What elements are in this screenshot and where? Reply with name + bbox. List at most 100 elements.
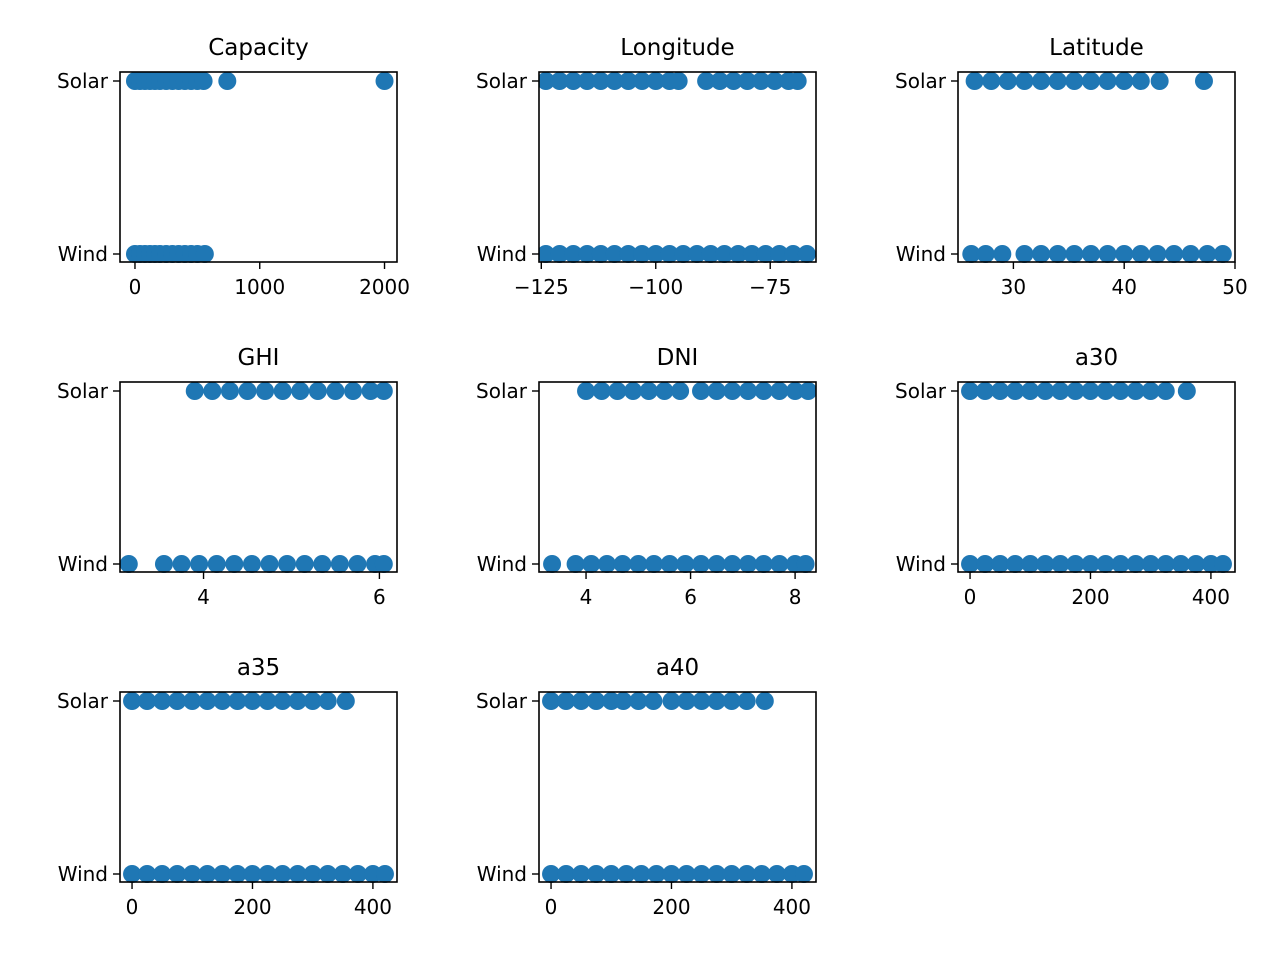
data-point — [692, 555, 711, 573]
data-points — [123, 692, 394, 883]
data-point — [677, 692, 696, 710]
data-point — [543, 555, 562, 573]
data-point — [737, 692, 756, 710]
data-point — [662, 692, 681, 710]
data-point — [710, 72, 729, 90]
data-point — [633, 72, 652, 90]
data-point — [739, 382, 758, 400]
data-point — [375, 72, 394, 90]
data-point — [602, 865, 621, 883]
y-tick-label: Solar — [476, 69, 528, 93]
data-point — [1150, 72, 1169, 90]
data-point — [1098, 245, 1117, 263]
data-point — [723, 555, 742, 573]
data-point — [1098, 72, 1117, 90]
subplot-dni: DNI 4 6 8 Wind Solar — [476, 345, 817, 609]
data-point — [582, 555, 601, 573]
axes-frame — [538, 71, 817, 263]
data-point — [198, 692, 217, 710]
y-tick-label: Wind — [58, 862, 108, 886]
data-point — [692, 865, 711, 883]
x-tick-label: 200 — [652, 895, 690, 919]
data-point — [1051, 555, 1070, 573]
data-point — [333, 865, 352, 883]
data-point — [629, 692, 648, 710]
data-point — [707, 865, 726, 883]
data-point — [361, 382, 380, 400]
x-tick-label: −125 — [514, 275, 569, 299]
data-point — [1048, 72, 1067, 90]
data-point — [752, 72, 771, 90]
data-point — [120, 555, 138, 573]
data-point — [207, 555, 226, 573]
data-point — [1096, 555, 1115, 573]
axes-frame — [119, 381, 398, 573]
subplot-latitude: Latitude 30 40 50 Wind Solar — [895, 35, 1248, 299]
axes-frame — [957, 381, 1236, 573]
data-point — [1006, 555, 1025, 573]
subplot-longitude: Longitude −125 −100 −75 Wind Solar — [476, 35, 817, 299]
data-points — [542, 692, 813, 883]
data-point — [724, 72, 743, 90]
data-point — [1048, 245, 1067, 263]
data-point — [243, 865, 262, 883]
subplot-title: a30 — [1075, 345, 1118, 371]
data-point — [228, 865, 247, 883]
data-point — [707, 692, 726, 710]
data-point — [976, 555, 995, 573]
axes-frame — [538, 381, 817, 573]
data-point — [260, 555, 279, 573]
data-point — [303, 865, 322, 883]
x-tick-label: 30 — [1001, 275, 1026, 299]
data-point — [172, 555, 191, 573]
x-tick-label: 8 — [789, 585, 802, 609]
data-point — [619, 245, 638, 263]
y-tick-label: Wind — [58, 242, 108, 266]
subplot-title: a40 — [656, 655, 699, 681]
data-point — [348, 555, 367, 573]
data-point — [374, 555, 393, 573]
x-tick-label: 1000 — [234, 275, 285, 299]
data-point — [1021, 555, 1040, 573]
data-point — [168, 865, 187, 883]
data-point — [993, 245, 1012, 263]
data-point — [577, 382, 596, 400]
data-point — [195, 245, 214, 263]
data-point — [273, 865, 292, 883]
data-point — [619, 72, 638, 90]
x-tick-label: 0 — [964, 585, 977, 609]
data-point — [797, 245, 816, 263]
subplot-a30: a30 0 200 400 Wind Solar — [895, 345, 1236, 609]
data-point — [168, 692, 187, 710]
data-point — [644, 692, 663, 710]
data-point — [1036, 555, 1055, 573]
data-point — [655, 382, 674, 400]
data-point — [767, 865, 786, 883]
data-point — [738, 72, 757, 90]
data-point — [587, 865, 606, 883]
data-point — [669, 72, 688, 90]
data-point — [587, 692, 606, 710]
data-point — [278, 555, 297, 573]
data-point — [1065, 72, 1084, 90]
x-tick-label: −100 — [628, 275, 683, 299]
data-point — [755, 692, 774, 710]
data-point — [1198, 245, 1217, 263]
data-point — [961, 382, 980, 400]
subplot-title: GHI — [238, 345, 280, 371]
data-point — [722, 865, 741, 883]
data-point — [770, 382, 789, 400]
data-point — [692, 382, 711, 400]
data-point — [646, 72, 665, 90]
data-point — [1051, 382, 1070, 400]
data-point — [765, 72, 784, 90]
data-point — [676, 555, 695, 573]
data-point — [183, 865, 202, 883]
x-tick-label: 400 — [773, 895, 811, 919]
data-point — [542, 865, 561, 883]
data-point — [243, 692, 262, 710]
data-point — [288, 692, 307, 710]
y-tick-label: Wind — [58, 552, 108, 576]
x-tick-label: 6 — [684, 585, 697, 609]
data-point — [647, 865, 666, 883]
